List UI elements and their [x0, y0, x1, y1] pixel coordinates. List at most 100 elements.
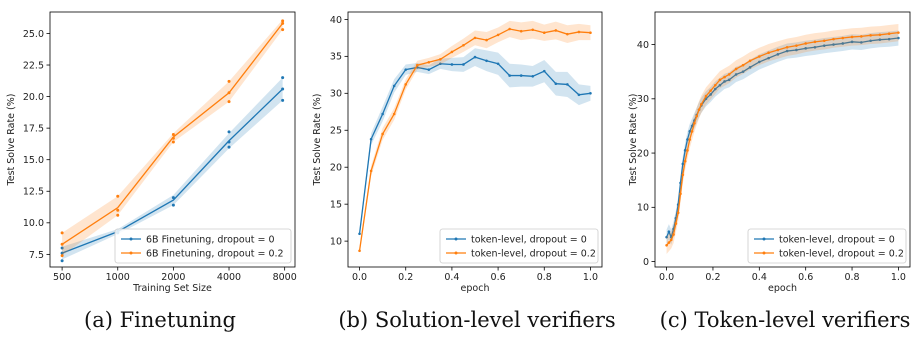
axes-frame: [49, 11, 296, 268]
data-point: [850, 40, 854, 44]
legend-label: 6B Finetuning, dropout = 0: [146, 234, 275, 245]
data-point: [531, 75, 535, 78]
data-point: [690, 124, 694, 128]
data-point: [734, 73, 738, 76]
y-tick-label: 40: [330, 15, 342, 26]
data-point: [60, 231, 64, 235]
data-point: [813, 45, 817, 49]
data-point: [795, 44, 798, 47]
y-tick-label: 22.5: [23, 60, 44, 71]
data-point: [554, 29, 558, 32]
y-tick-label: 0: [643, 257, 649, 268]
x-axis-label: epoch: [768, 283, 797, 294]
data-point: [496, 62, 500, 66]
data-point: [741, 70, 745, 73]
data-point: [281, 98, 285, 102]
data-point: [566, 83, 569, 86]
data-point: [450, 50, 454, 54]
data-point: [665, 235, 668, 239]
legend: token-level, dropout = 0 token-level, dro…: [439, 228, 599, 264]
data-point: [171, 196, 175, 200]
data-point: [369, 169, 373, 173]
legend-box: [439, 228, 599, 264]
data-point: [832, 43, 835, 46]
data-point: [718, 78, 722, 82]
data-point: [496, 33, 500, 37]
data-point: [589, 31, 592, 34]
series-1: [358, 20, 592, 254]
data-point: [785, 45, 789, 49]
axes-frame: [347, 11, 603, 268]
legend-label: token-level, dropout = 0.2: [471, 248, 596, 259]
data-point: [358, 249, 361, 253]
data-point: [60, 254, 64, 258]
data-point: [473, 55, 477, 59]
legend-label: token-level, dropout = 0: [779, 234, 895, 245]
data-point: [723, 80, 726, 83]
data-point: [674, 222, 678, 225]
data-point: [748, 66, 752, 69]
data-point: [676, 211, 680, 215]
data-point: [171, 203, 175, 207]
data-point: [508, 27, 511, 31]
data-point: [281, 87, 285, 91]
data-point: [897, 36, 900, 40]
series-1: [665, 23, 900, 254]
y-axis-label: Test Solve Rate (%): [312, 94, 323, 187]
data-point: [681, 162, 685, 166]
data-point: [887, 32, 891, 35]
data-point: [683, 159, 687, 163]
x-tick-label: 0.6: [491, 272, 506, 283]
subfigure-caption: (b) Solution-level verifiers: [338, 308, 615, 332]
data-point: [869, 39, 872, 43]
legend: token-level, dropout = 0 token-level, dro…: [747, 228, 907, 264]
x-tick-label: 0.4: [444, 272, 459, 283]
x-tick-label: 1.0: [583, 272, 598, 283]
y-tick-label: 10: [637, 203, 649, 214]
data-point: [281, 76, 285, 80]
data-point: [709, 93, 712, 96]
y-tick-label: 20: [330, 163, 342, 174]
data-point: [116, 213, 120, 217]
data-point: [718, 83, 722, 87]
data-point: [60, 242, 64, 246]
data-point: [542, 31, 546, 34]
data-point: [485, 59, 488, 63]
x-tick-label: 0.8: [537, 272, 552, 283]
subfigure-caption: (a) Finetuning: [84, 308, 236, 332]
series-0: [358, 48, 592, 238]
legend-marker: [129, 251, 133, 255]
data-point: [566, 32, 569, 36]
data-point: [776, 53, 780, 56]
data-point: [850, 35, 854, 39]
legend-marker: [129, 237, 133, 241]
data-point: [709, 89, 712, 92]
x-tick-label: 0.2: [398, 272, 413, 283]
data-point: [822, 44, 826, 47]
x-tick-label: 1.0: [891, 272, 906, 283]
data-point: [171, 132, 175, 136]
data-point: [767, 51, 770, 54]
plot-area: [358, 20, 592, 254]
legend-marker: [762, 237, 766, 241]
data-point: [427, 68, 431, 71]
data-point: [776, 48, 780, 52]
legend-marker: [454, 237, 458, 241]
plot-area: [60, 19, 285, 263]
data-point: [686, 149, 689, 152]
data-point: [473, 36, 477, 40]
data-point: [281, 21, 285, 25]
x-tick-label: 2000: [161, 272, 185, 283]
data-point: [697, 108, 701, 111]
data-point: [577, 93, 581, 97]
data-point: [369, 137, 373, 141]
data-point: [748, 59, 752, 63]
data-point: [404, 83, 408, 86]
data-point: [381, 112, 384, 116]
legend: 6B Finetuning, dropout = 0 6B Finetuning,…: [114, 228, 292, 264]
legend-marker: [762, 251, 766, 255]
data-point: [727, 73, 731, 76]
data-point: [508, 74, 511, 77]
data-point: [415, 63, 419, 67]
x-tick-label: 0.0: [659, 272, 674, 283]
